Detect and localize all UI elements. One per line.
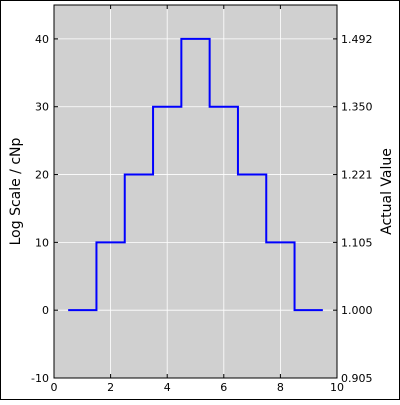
y-tick-label-left: 10	[35, 236, 49, 249]
y-tick-label-right: 0.905	[341, 372, 373, 385]
y-tick-label-left: -10	[31, 372, 49, 385]
x-tick-label: 4	[164, 381, 171, 394]
x-tick-label: 2	[107, 381, 114, 394]
plot-area	[54, 5, 337, 378]
y-tick-label-right: 1.000	[341, 304, 373, 317]
y-tick-label-right: 1.105	[341, 236, 373, 249]
y-tick-label-left: 20	[35, 169, 49, 182]
y-tick-label-left: 0	[42, 304, 49, 317]
y-tick-label-right: 1.350	[341, 101, 373, 114]
y-axis-label-right: Actual Value	[379, 148, 395, 235]
x-tick-label: 0	[51, 381, 58, 394]
y-tick-label-left: 30	[35, 101, 49, 114]
y-tick-label-right: 1.492	[341, 33, 373, 46]
y-axis-label-left: Log Scale / cNp	[8, 137, 24, 245]
x-tick-label: 6	[220, 381, 227, 394]
x-tick-label: 8	[277, 381, 284, 394]
y-tick-label-left: 40	[35, 33, 49, 46]
y-tick-label-right: 1.221	[341, 169, 373, 182]
